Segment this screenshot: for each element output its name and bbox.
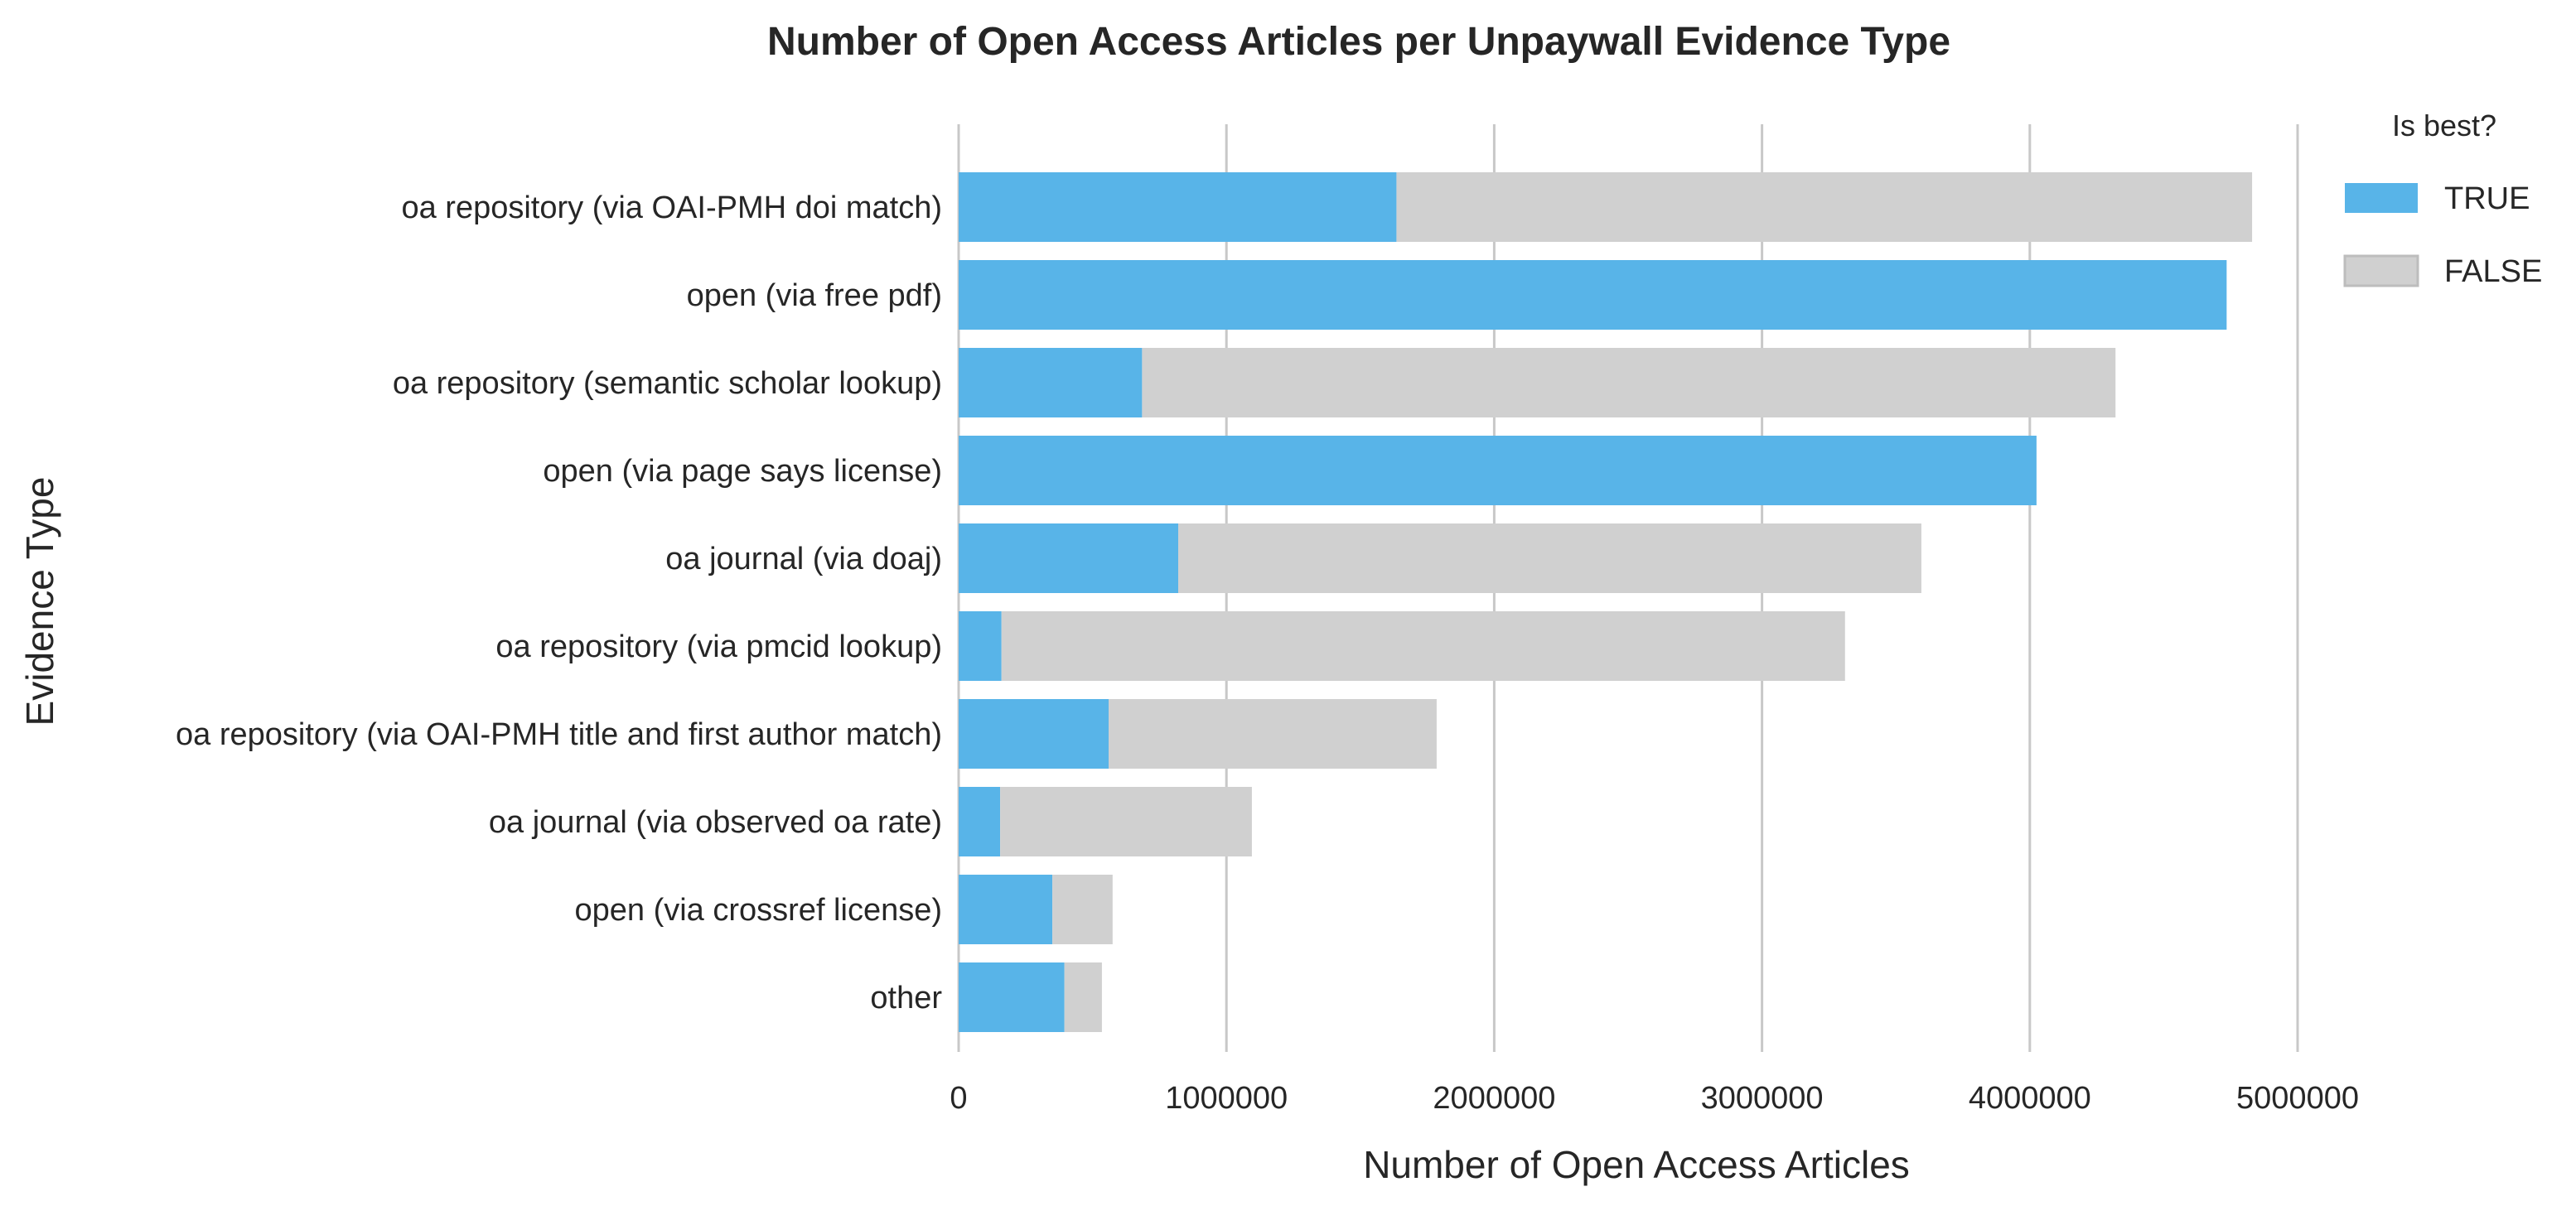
category-label: oa repository (semantic scholar lookup) <box>393 366 942 401</box>
legend-swatch-true <box>2345 183 2418 213</box>
y-axis-title: Evidence Type <box>18 477 61 726</box>
x-tick-labels: 0 1000000 2000000 3000000 4000000 5000000 <box>950 1081 2359 1116</box>
bar-false-9 <box>1064 962 1102 1032</box>
category-label: other <box>870 981 942 1015</box>
x-tick-label: 2000000 <box>1433 1081 1555 1116</box>
bar-true-3 <box>959 436 2037 505</box>
bar-true-1 <box>959 260 2227 330</box>
bar-false-4 <box>1178 523 1921 593</box>
x-tick-label: 3000000 <box>1701 1081 1824 1116</box>
bar-true-9 <box>959 962 1065 1032</box>
x-tick-label: 0 <box>950 1081 967 1116</box>
legend-label-true: TRUE <box>2444 181 2530 216</box>
legend: Is best? TRUE FALSE <box>2343 109 2542 289</box>
bar-false-0 <box>1396 172 2253 242</box>
bars <box>959 172 2253 1032</box>
legend-swatch-false <box>2343 254 2419 287</box>
category-label: open (via free pdf) <box>687 278 942 313</box>
x-axis-title: Number of Open Access Articles <box>1363 1143 1910 1186</box>
category-label: oa repository (via pmcid lookup) <box>495 630 942 664</box>
bar-true-4 <box>959 523 1179 593</box>
category-label: oa journal (via doaj) <box>665 542 942 576</box>
bar-true-5 <box>959 611 1002 681</box>
x-tick-label: 1000000 <box>1165 1081 1288 1116</box>
bar-false-8 <box>1052 875 1113 944</box>
category-label: oa repository (via OAI-PMH doi match) <box>401 191 942 225</box>
bar-true-6 <box>959 699 1109 769</box>
bar-false-2 <box>1142 348 2116 417</box>
legend-title: Is best? <box>2392 109 2496 142</box>
bar-false-6 <box>1108 699 1437 769</box>
category-label: oa repository (via OAI-PMH title and fir… <box>176 717 942 752</box>
legend-label-false: FALSE <box>2444 254 2542 289</box>
bar-true-0 <box>959 172 1397 242</box>
x-tick-label: 4000000 <box>1969 1081 2091 1116</box>
bar-false-7 <box>1000 787 1252 856</box>
category-label: oa journal (via observed oa rate) <box>489 805 942 840</box>
bar-false-5 <box>1001 611 1845 681</box>
category-labels: oa repository (via OAI-PMH doi match) ope… <box>176 191 942 1015</box>
category-label: open (via page says license) <box>543 454 942 489</box>
bar-true-8 <box>959 875 1053 944</box>
chart-title: Number of Open Access Articles per Unpay… <box>767 20 1950 64</box>
x-tick-label: 5000000 <box>2236 1081 2359 1116</box>
category-label: open (via crossref license) <box>574 893 942 928</box>
bar-true-2 <box>959 348 1143 417</box>
bar-true-7 <box>959 787 1001 856</box>
